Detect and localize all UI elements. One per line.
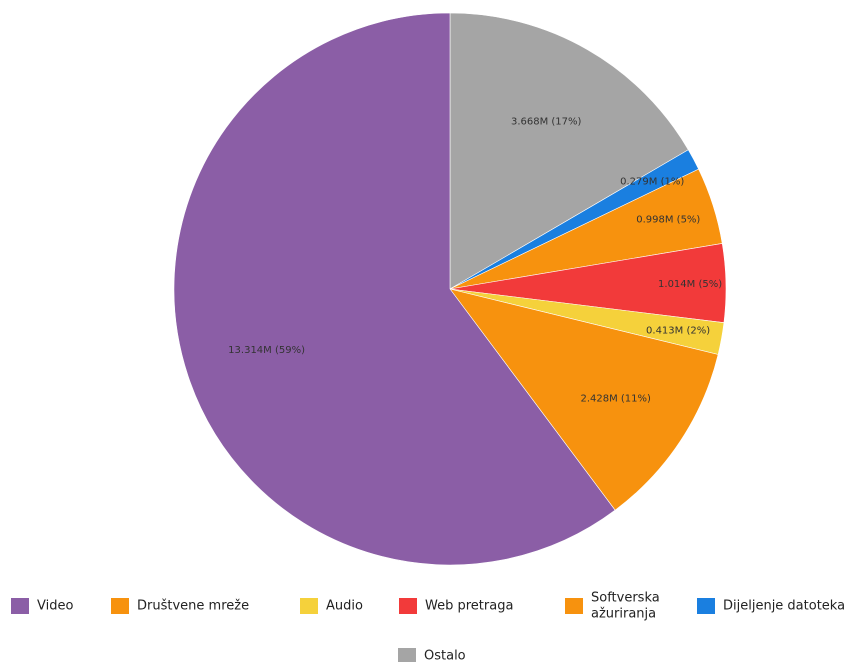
- slice-label-softverska-azuriranja: 0.998M (5%): [636, 215, 700, 226]
- pie-slice-drustvene-mreze: [449, 288, 719, 511]
- slice-label-drustvene-mreze: 2.428M (11%): [580, 394, 651, 405]
- slice-label-ostalo: 3.668M (17%): [511, 116, 582, 127]
- legend-label-audio: Audio: [326, 599, 363, 614]
- legend-item-web-pretraga: Web pretraga: [399, 598, 513, 614]
- legend-swatch-audio: [300, 598, 318, 614]
- legend-item-dijeljenje-datoteka: Dijeljenje datoteka: [697, 598, 845, 614]
- pie-slice-video: [173, 12, 616, 566]
- legend-item-video: Video: [11, 598, 73, 614]
- slice-label-video: 13.314M (59%): [228, 345, 305, 356]
- legend-swatch-ostalo: [398, 648, 416, 662]
- slice-label-audio: 0.413M (2%): [646, 326, 710, 337]
- legend-label-web-pretraga: Web pretraga: [425, 599, 513, 614]
- legend: Video Društvene mreže Audio Web pretraga Sof…: [11, 591, 845, 662]
- legend-label-drustvene-mreze: Društvene mreže: [137, 599, 249, 614]
- slice-label-web-pretraga: 1.014M (5%): [658, 279, 722, 290]
- legend-label-ostalo: Ostalo: [424, 649, 466, 662]
- legend-swatch-web-pretraga: [399, 598, 417, 614]
- pie-slices: [173, 12, 727, 566]
- legend-item-ostalo: Ostalo: [398, 648, 466, 662]
- slice-label-dijeljenje-datoteka: 0.279M (1%): [620, 176, 684, 187]
- legend-item-audio: Audio: [300, 598, 363, 614]
- legend-label-softverska-azuriranja: Softverska ažuriranja: [591, 591, 660, 622]
- legend-item-softverska-azuriranja: Softverska ažuriranja: [565, 591, 660, 622]
- legend-swatch-softverska-azuriranja: [565, 598, 583, 614]
- slice-labels: 3.668M (17%) 0.279M (1%) 0.998M (5%) 1.014M…: [228, 116, 722, 404]
- legend-swatch-drustvene-mreze: [111, 598, 129, 614]
- legend-swatch-dijeljenje-datoteka: [697, 598, 715, 614]
- legend-label-video: Video: [37, 599, 73, 614]
- pie-slice-ostalo: [449, 12, 689, 290]
- legend-item-drustvene-mreze: Društvene mreže: [111, 598, 249, 614]
- legend-swatch-video: [11, 598, 29, 614]
- legend-label-dijeljenje-datoteka: Dijeljenje datoteka: [723, 599, 845, 614]
